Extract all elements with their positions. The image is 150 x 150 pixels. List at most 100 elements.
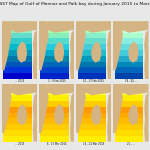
- Text: ... 2015: ... 2015: [15, 142, 24, 146]
- Polygon shape: [40, 67, 69, 73]
- Polygon shape: [144, 84, 148, 142]
- Polygon shape: [3, 95, 32, 101]
- Polygon shape: [39, 21, 74, 33]
- Text: 3 - 9 Feb 2015: 3 - 9 Feb 2015: [48, 79, 65, 83]
- Polygon shape: [78, 27, 106, 33]
- Polygon shape: [3, 33, 32, 39]
- Polygon shape: [17, 104, 27, 125]
- Polygon shape: [3, 90, 32, 95]
- Polygon shape: [91, 104, 101, 125]
- Polygon shape: [78, 90, 106, 95]
- Polygon shape: [115, 107, 143, 113]
- Polygon shape: [115, 56, 143, 62]
- Polygon shape: [3, 50, 32, 56]
- Polygon shape: [40, 90, 69, 95]
- Polygon shape: [115, 33, 143, 39]
- Polygon shape: [3, 21, 32, 27]
- Polygon shape: [40, 39, 69, 44]
- Text: 14 - 21 Mar 2015: 14 - 21 Mar 2015: [83, 142, 104, 146]
- Polygon shape: [3, 118, 32, 124]
- Polygon shape: [54, 41, 64, 63]
- Polygon shape: [3, 113, 32, 119]
- Polygon shape: [40, 95, 69, 101]
- Polygon shape: [115, 118, 143, 124]
- Polygon shape: [78, 124, 106, 130]
- Polygon shape: [115, 124, 143, 130]
- Polygon shape: [144, 21, 148, 79]
- Polygon shape: [3, 39, 32, 44]
- Polygon shape: [40, 113, 69, 119]
- Polygon shape: [39, 84, 49, 133]
- Polygon shape: [115, 73, 143, 79]
- Polygon shape: [78, 67, 106, 73]
- Polygon shape: [113, 84, 123, 133]
- Polygon shape: [2, 21, 37, 33]
- Polygon shape: [40, 44, 69, 50]
- Polygon shape: [78, 84, 106, 90]
- Polygon shape: [78, 50, 106, 56]
- Polygon shape: [3, 101, 32, 107]
- Polygon shape: [115, 62, 143, 67]
- Polygon shape: [78, 56, 106, 62]
- Polygon shape: [39, 21, 49, 70]
- Polygon shape: [40, 62, 69, 67]
- Polygon shape: [76, 21, 111, 33]
- Polygon shape: [17, 41, 27, 63]
- Polygon shape: [115, 95, 143, 101]
- Polygon shape: [115, 90, 143, 95]
- Polygon shape: [115, 44, 143, 50]
- Polygon shape: [91, 41, 101, 63]
- Polygon shape: [54, 104, 64, 125]
- Polygon shape: [3, 67, 32, 73]
- Polygon shape: [33, 21, 37, 79]
- Polygon shape: [113, 21, 123, 70]
- Polygon shape: [40, 107, 69, 113]
- Polygon shape: [107, 84, 111, 142]
- Polygon shape: [113, 84, 148, 95]
- Polygon shape: [78, 101, 106, 107]
- Polygon shape: [115, 67, 143, 73]
- Polygon shape: [40, 73, 69, 79]
- Polygon shape: [115, 39, 143, 44]
- Polygon shape: [115, 50, 143, 56]
- Text: Fig.11 SST Map of Gulf of Mannar and Palk bay during January 2015 to March 2015: Fig.11 SST Map of Gulf of Mannar and Pal…: [0, 2, 150, 6]
- Polygon shape: [78, 107, 106, 113]
- Polygon shape: [78, 118, 106, 124]
- Polygon shape: [3, 27, 32, 33]
- Polygon shape: [115, 130, 143, 136]
- Polygon shape: [3, 73, 32, 79]
- Polygon shape: [128, 104, 139, 125]
- Polygon shape: [33, 84, 37, 142]
- Polygon shape: [78, 21, 106, 27]
- Polygon shape: [76, 21, 86, 70]
- Polygon shape: [76, 84, 86, 133]
- Polygon shape: [3, 130, 32, 136]
- Polygon shape: [40, 56, 69, 62]
- Polygon shape: [78, 44, 106, 50]
- Polygon shape: [115, 101, 143, 107]
- Polygon shape: [39, 84, 74, 95]
- Polygon shape: [3, 107, 32, 113]
- Polygon shape: [76, 84, 111, 95]
- Polygon shape: [78, 62, 106, 67]
- Polygon shape: [40, 84, 69, 90]
- Text: ... 2015: ... 2015: [15, 79, 24, 83]
- Polygon shape: [70, 21, 74, 79]
- Polygon shape: [115, 136, 143, 142]
- Polygon shape: [3, 124, 32, 130]
- Text: 10 - 17 Feb 2015: 10 - 17 Feb 2015: [83, 79, 104, 83]
- Polygon shape: [78, 130, 106, 136]
- Polygon shape: [2, 84, 11, 133]
- Polygon shape: [78, 136, 106, 142]
- Polygon shape: [78, 113, 106, 119]
- Polygon shape: [40, 118, 69, 124]
- Polygon shape: [40, 33, 69, 39]
- Text: 18 - 20 ...: 18 - 20 ...: [125, 79, 136, 83]
- Polygon shape: [2, 21, 11, 70]
- Polygon shape: [3, 84, 32, 90]
- Polygon shape: [78, 39, 106, 44]
- Polygon shape: [3, 56, 32, 62]
- Polygon shape: [40, 21, 69, 27]
- Polygon shape: [128, 41, 139, 63]
- Text: 6 - 13 Mar 2015: 6 - 13 Mar 2015: [47, 142, 66, 146]
